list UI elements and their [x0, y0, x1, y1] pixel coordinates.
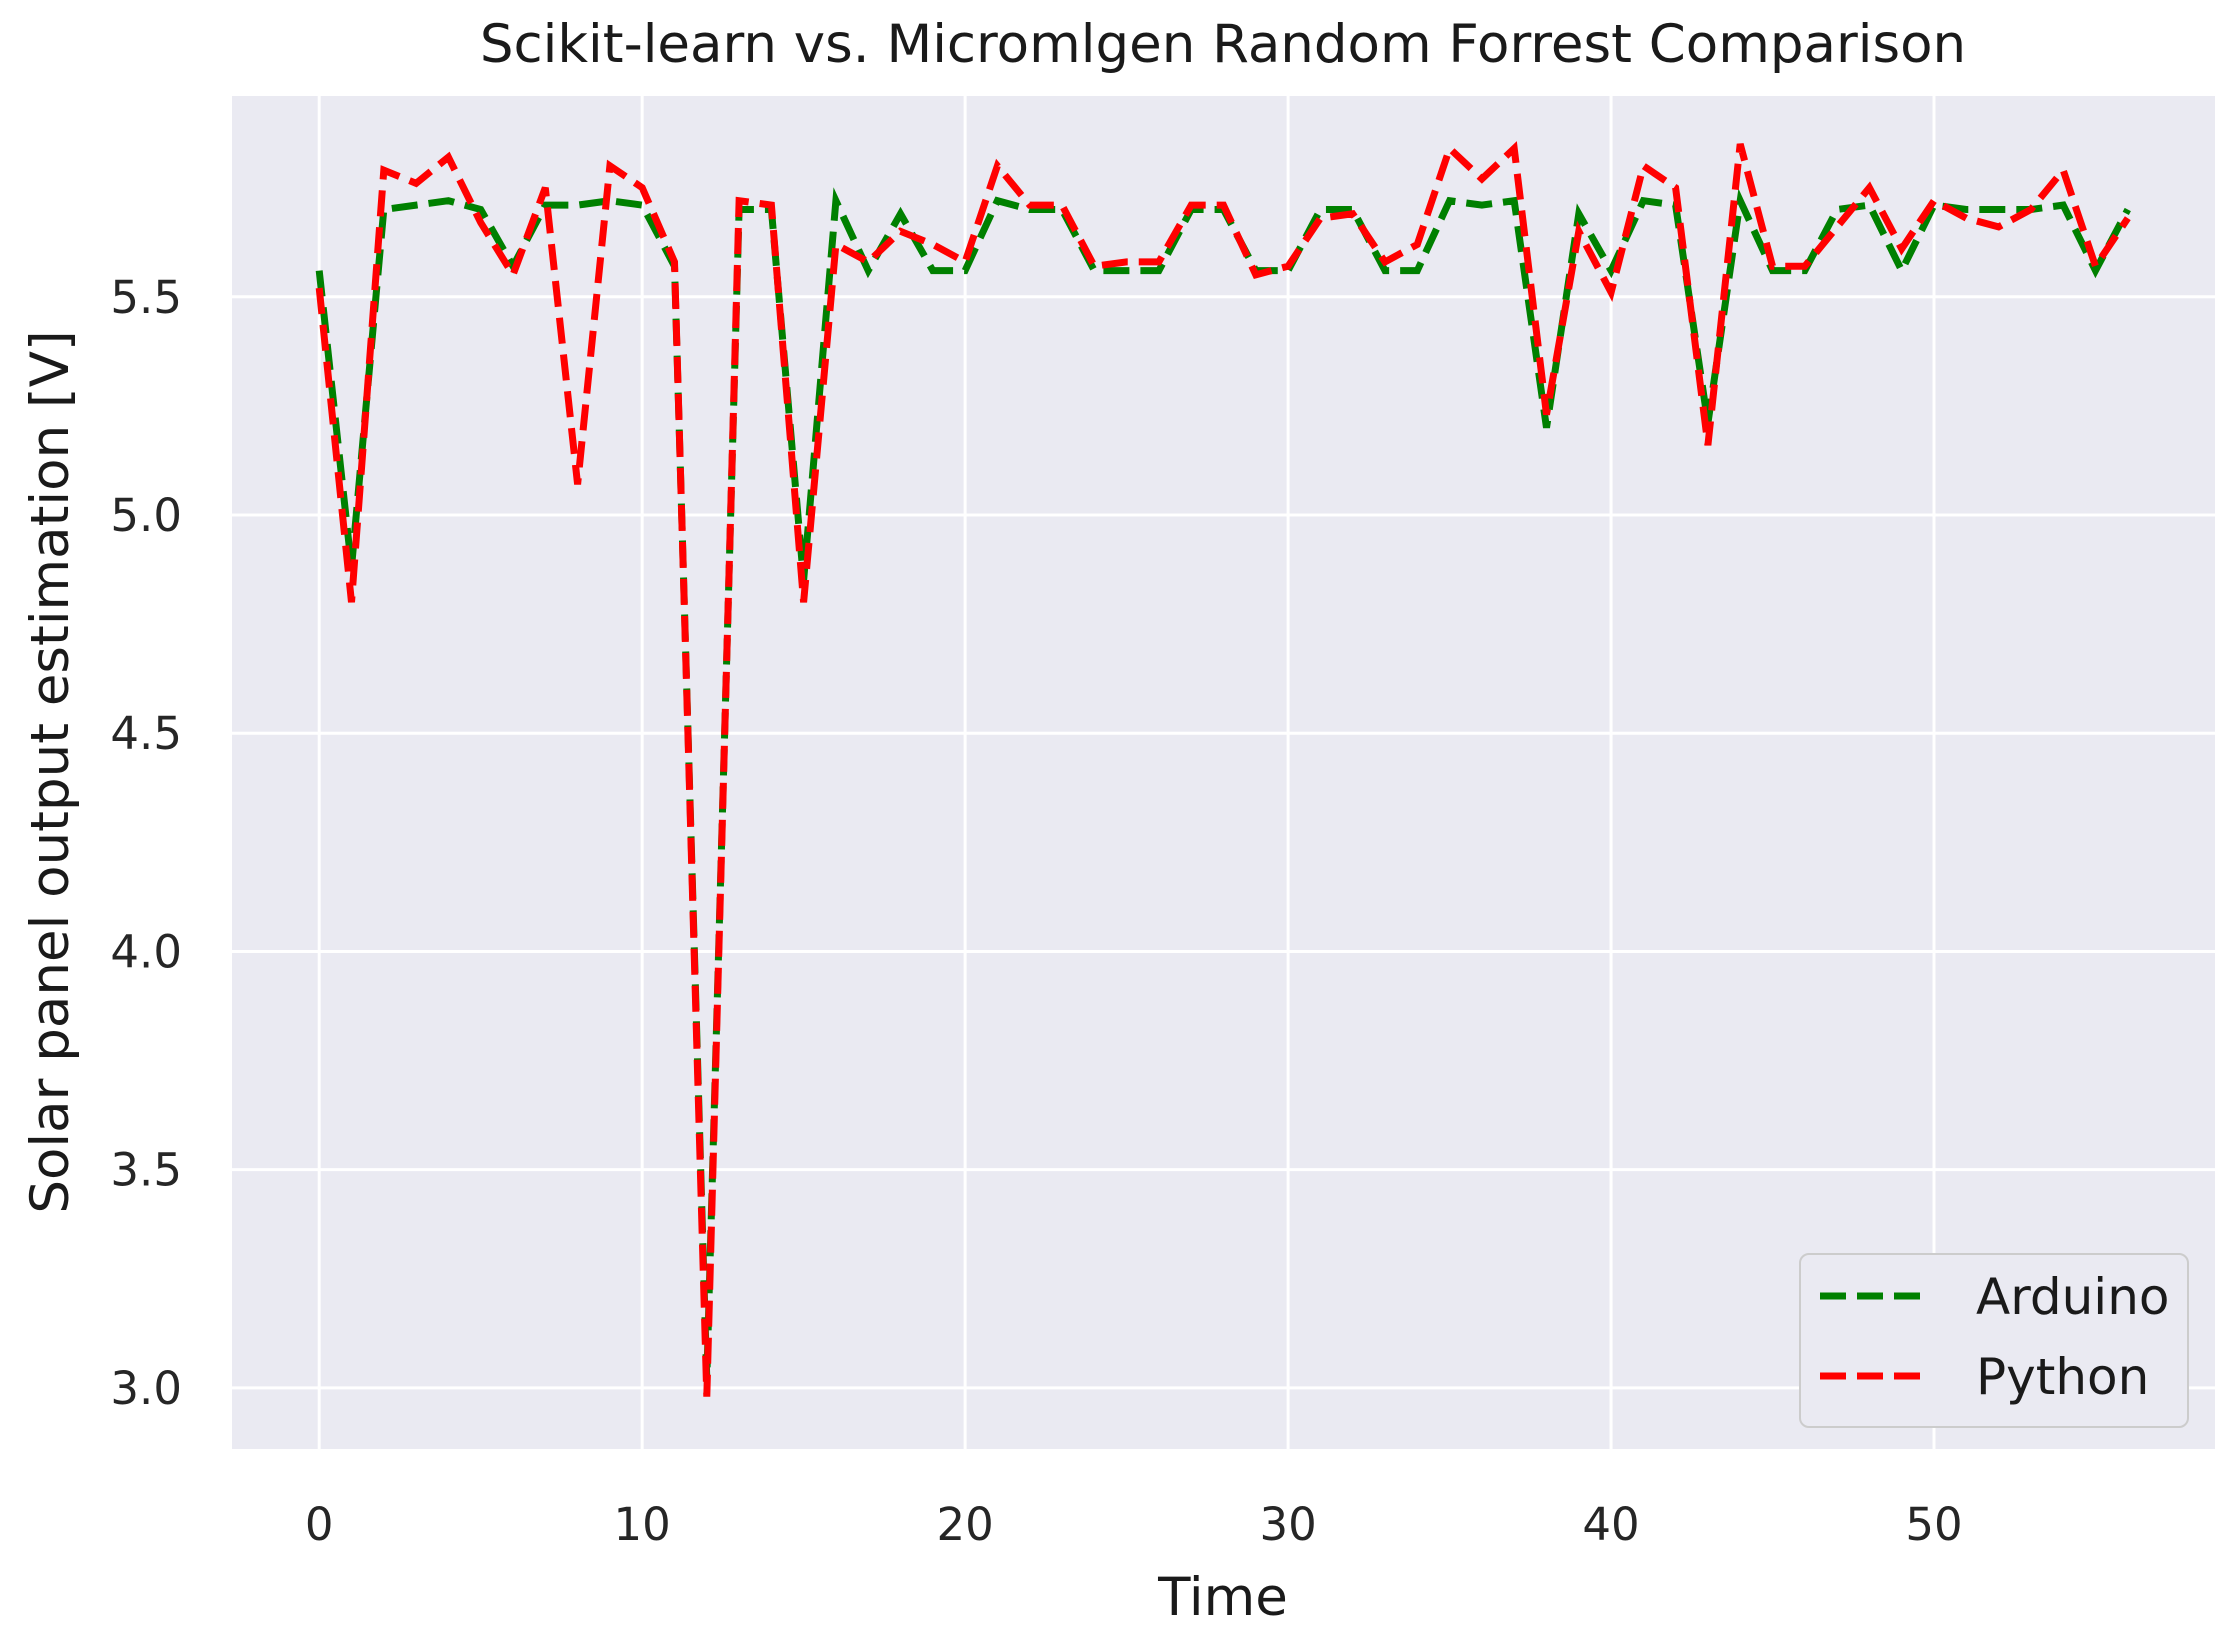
- y-axis-label: Solar panel output estimation [V]: [20, 330, 81, 1213]
- x-axis-label: Time: [1157, 1567, 1288, 1628]
- plot-background: [232, 96, 2215, 1449]
- legend-entries: Arduino Python: [1820, 1268, 2169, 1406]
- legend-label-python: Python: [1976, 1348, 2149, 1406]
- x-tick-label: 50: [1905, 1498, 1962, 1551]
- y-tick-label: 3.5: [110, 1144, 182, 1197]
- x-tick-label: 10: [614, 1498, 671, 1551]
- x-tick-label: 40: [1582, 1498, 1639, 1551]
- grid: [232, 96, 2215, 1449]
- legend: Arduino Python: [1799, 1253, 2189, 1428]
- y-tick-label: 5.5: [110, 271, 182, 324]
- y-tick-labels: 3.0 3.5 4.0 4.5 5.0 5.5: [110, 271, 182, 1415]
- series-group: [315, 141, 2131, 1397]
- chart-title: Scikit-learn vs. Micromlgen Random Forre…: [480, 14, 1966, 75]
- y-tick-label: 5.0: [110, 489, 182, 542]
- x-tick-labels: 0 10 20 30 40 50: [305, 1498, 1963, 1551]
- legend-label-arduino: Arduino: [1976, 1268, 2169, 1326]
- y-tick-label: 3.0: [110, 1362, 182, 1415]
- series-line-python: [315, 141, 2131, 1397]
- x-tick-label: 0: [305, 1498, 334, 1551]
- y-tick-label: 4.5: [110, 707, 182, 760]
- x-tick-label: 30: [1259, 1498, 1316, 1551]
- x-tick-label: 20: [936, 1498, 993, 1551]
- y-tick-label: 4.0: [110, 925, 182, 978]
